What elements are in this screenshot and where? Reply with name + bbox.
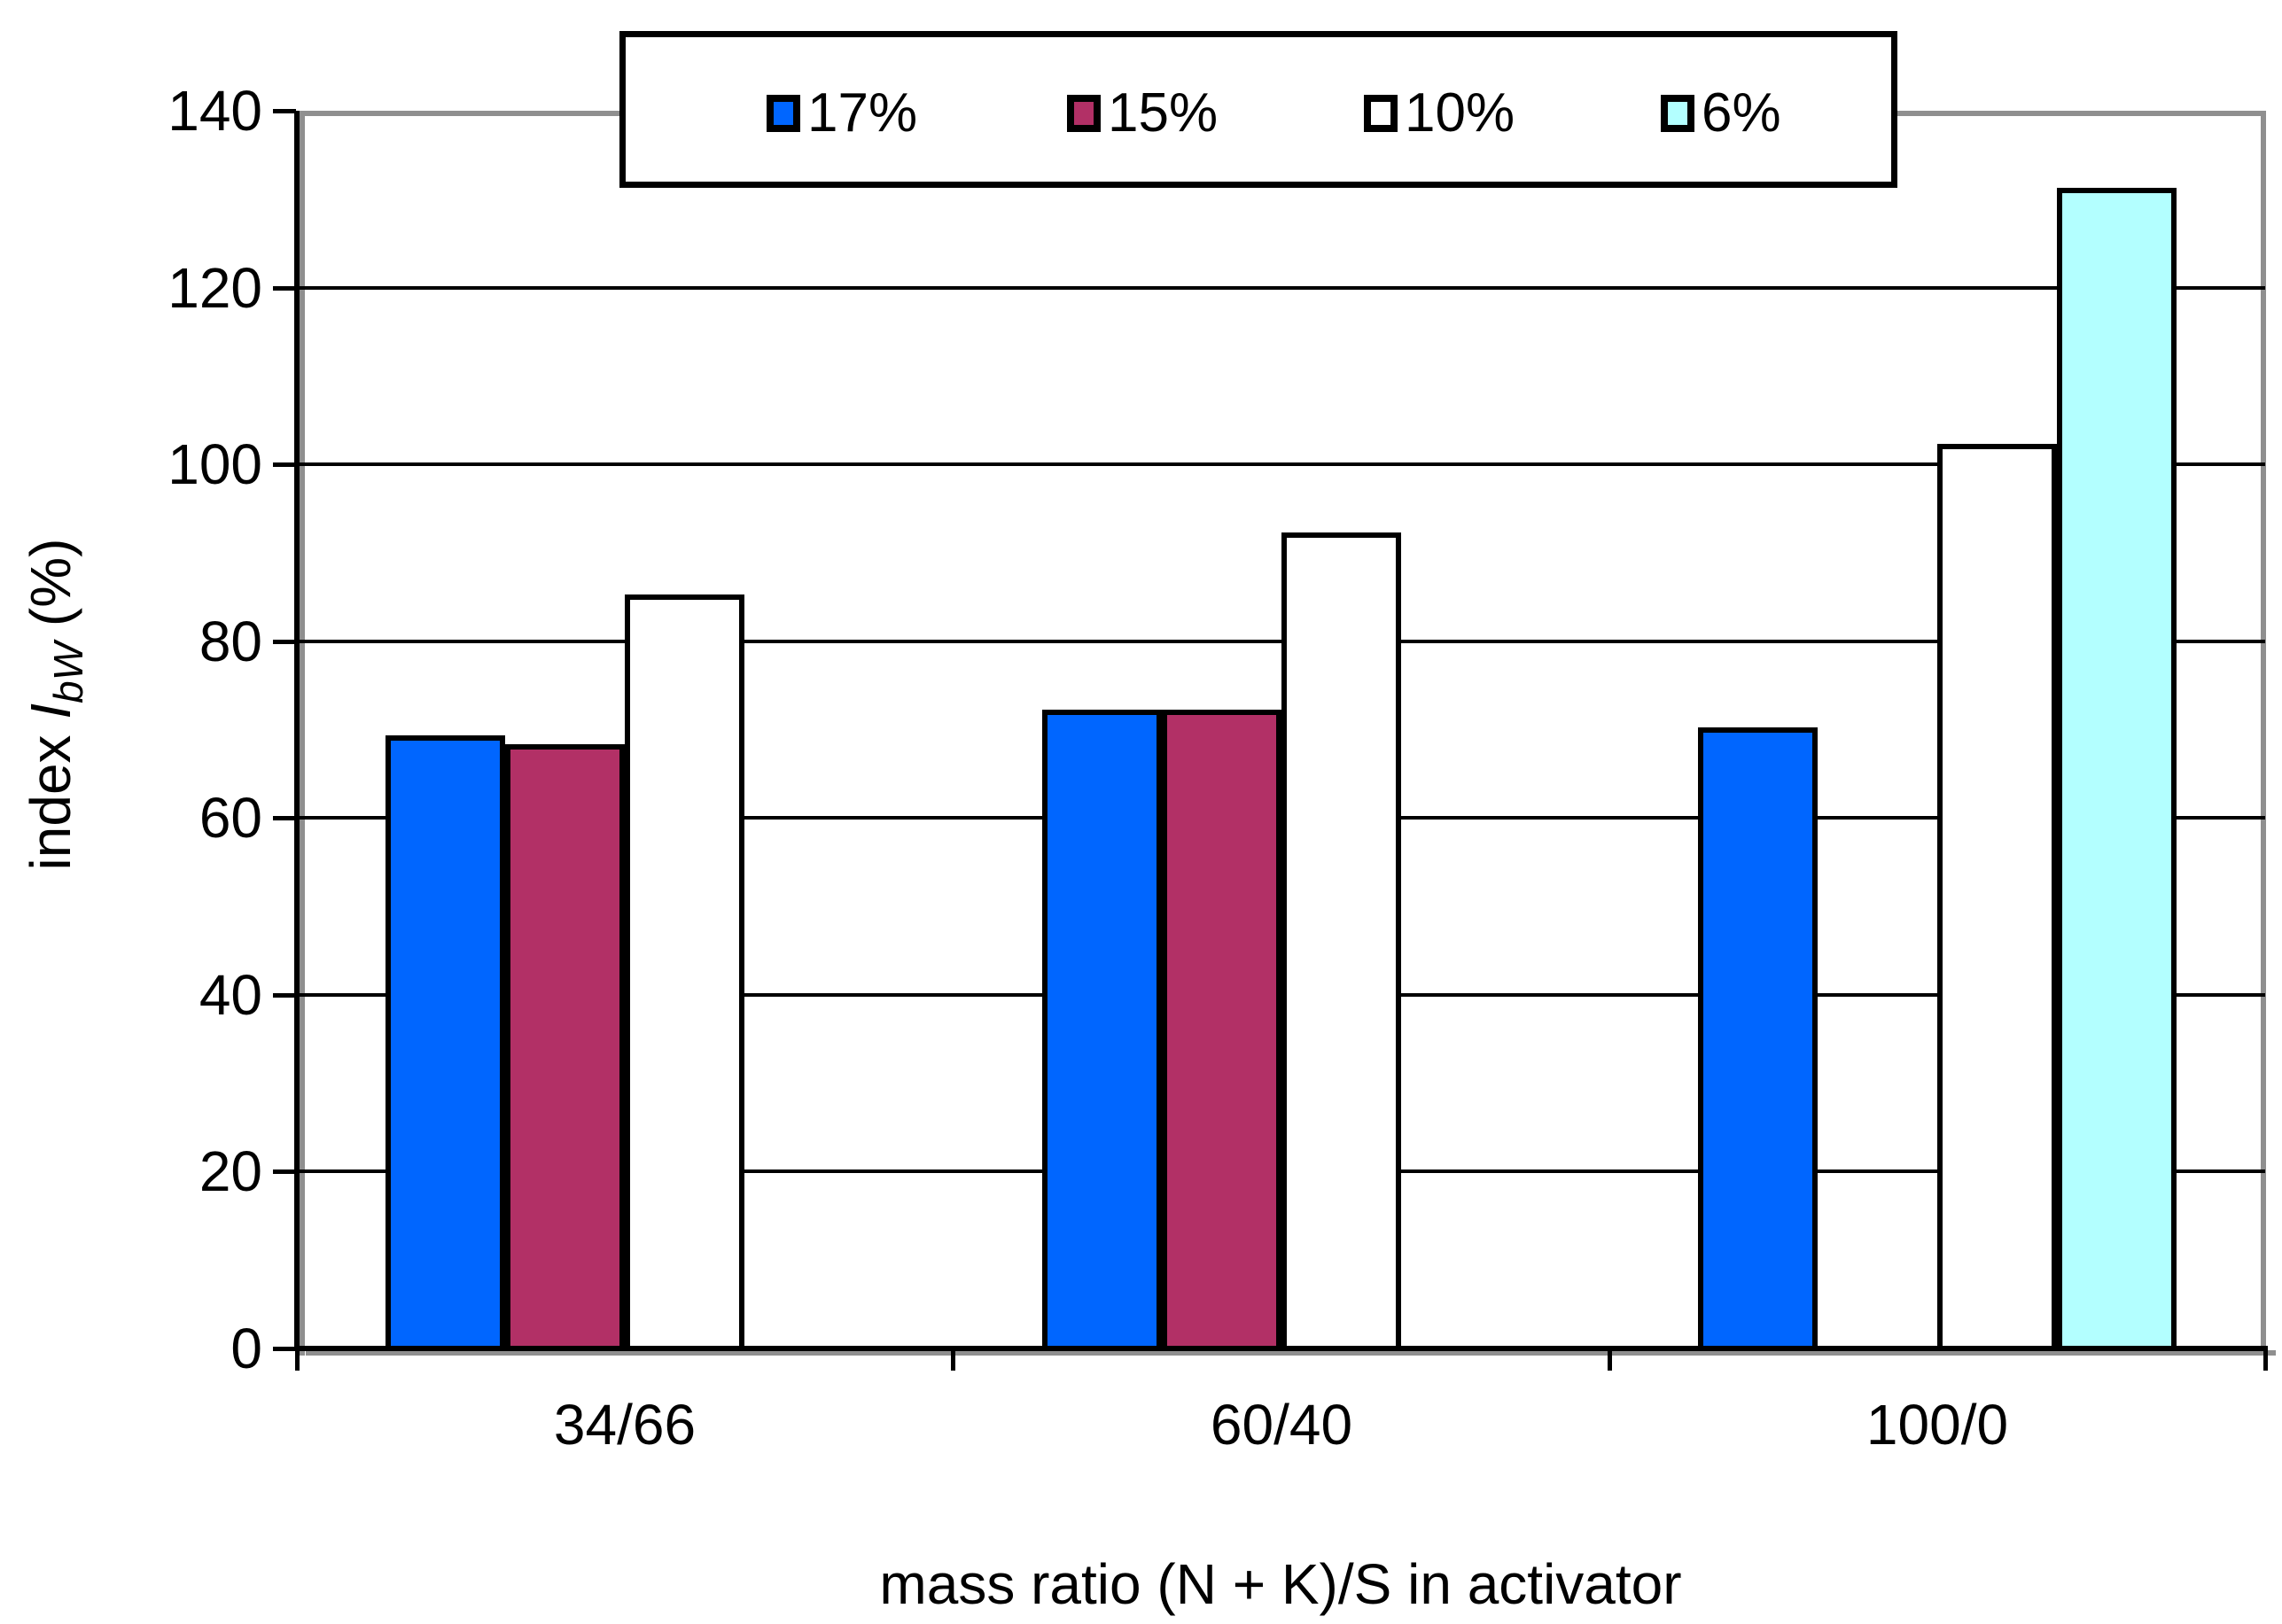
y-axis-title: index IbW (%) — [15, 368, 91, 1041]
y-axis-title-symbol: I — [19, 703, 82, 719]
legend-label: 10% — [1405, 82, 1515, 144]
legend-item-6%: 6% — [1661, 82, 1781, 144]
bar-10%-100/0 — [1937, 444, 2057, 1351]
bar-10%-34/66 — [625, 594, 744, 1351]
x-tick-2 — [1608, 1348, 1612, 1371]
y-tick-label-80: 80 — [199, 610, 262, 673]
y-tick-label-140: 140 — [167, 79, 262, 143]
x-axis-title: mass ratio (N + K)/S in activator — [879, 1552, 1682, 1616]
y-tick-60 — [273, 816, 296, 820]
gridline-120 — [297, 286, 2265, 290]
y-tick-140 — [273, 109, 296, 113]
x-tick-0 — [295, 1348, 300, 1371]
y-tick-40 — [273, 993, 296, 998]
y-tick-label-20: 20 — [199, 1139, 262, 1203]
legend-swatch-icon — [1661, 95, 1694, 132]
legend-item-15%: 15% — [1067, 82, 1219, 144]
bar-6%-100/0 — [2057, 188, 2177, 1351]
x-axis-shadow — [306, 1350, 2276, 1356]
gridline-100 — [297, 462, 2265, 466]
y-tick-20 — [273, 1169, 296, 1174]
bar-17%-100/0 — [1698, 727, 1818, 1351]
legend-swatch-icon — [1364, 95, 1398, 132]
y-axis-line — [294, 111, 300, 1351]
legend-label: 17% — [807, 82, 918, 144]
y-tick-label-100: 100 — [167, 432, 262, 496]
y-tick-0 — [273, 1347, 296, 1351]
y-axis-title-suffix: (%) — [19, 538, 82, 642]
legend-item-17%: 17% — [767, 82, 918, 144]
x-category-label-34/66: 34/66 — [553, 1393, 697, 1457]
plot-frame-right — [2261, 111, 2266, 1348]
x-tick-3 — [2263, 1348, 2268, 1371]
bar-10%-60/40 — [1281, 532, 1401, 1351]
bar-17%-60/40 — [1042, 710, 1162, 1351]
legend-swatch-icon — [767, 95, 800, 132]
legend-label: 15% — [1108, 82, 1219, 144]
x-category-label-100/0: 100/0 — [1865, 1393, 2009, 1457]
x-tick-1 — [951, 1348, 955, 1371]
gridline-80 — [297, 640, 2265, 643]
legend-item-10%: 10% — [1364, 82, 1515, 144]
y-axis-shadow — [300, 116, 305, 1356]
y-tick-label-120: 120 — [167, 256, 262, 320]
legend-swatch-icon — [1067, 95, 1101, 132]
y-tick-label-0: 0 — [230, 1317, 262, 1380]
bar-15%-34/66 — [505, 744, 625, 1351]
y-tick-120 — [273, 286, 296, 291]
y-axis-title-prefix: index — [19, 719, 82, 871]
x-category-label-60/40: 60/40 — [1210, 1393, 1353, 1457]
bar-15%-60/40 — [1162, 710, 1281, 1351]
legend: 17% 15% 10% 6% — [619, 31, 1897, 188]
y-tick-label-60: 60 — [199, 786, 262, 850]
bar-17%-34/66 — [386, 735, 505, 1351]
y-tick-100 — [273, 462, 296, 467]
y-tick-80 — [273, 640, 296, 644]
y-tick-label-40: 40 — [199, 963, 262, 1027]
y-axis-title-subscript: bW — [44, 641, 91, 703]
legend-label: 6% — [1702, 82, 1781, 144]
